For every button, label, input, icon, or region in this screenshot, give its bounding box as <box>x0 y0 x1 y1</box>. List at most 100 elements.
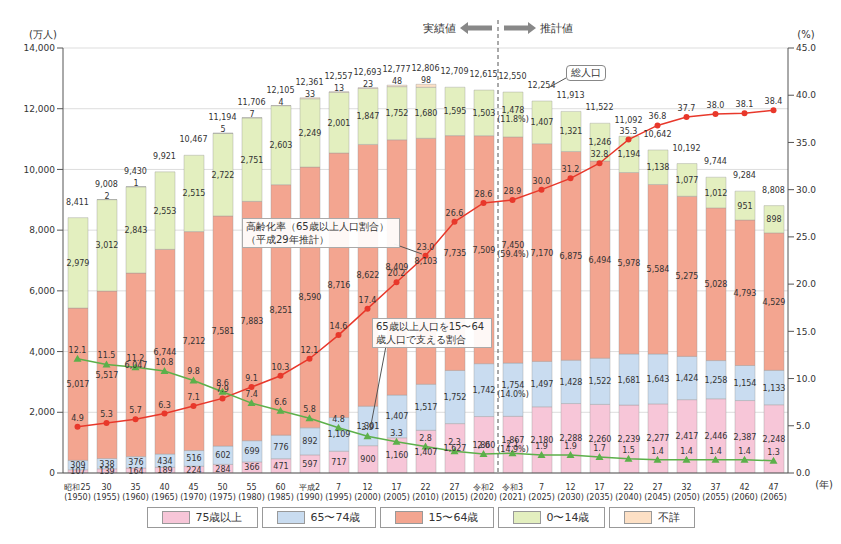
svg-text:11,706: 11,706 <box>238 98 266 107</box>
svg-text:2: 2 <box>104 191 109 200</box>
svg-text:1,109: 1,109 <box>328 430 351 439</box>
svg-text:7,450(59.4%): 7,450(59.4%) <box>497 241 529 259</box>
svg-text:1,497: 1,497 <box>531 380 554 389</box>
svg-text:2,248: 2,248 <box>763 434 786 443</box>
svg-text:5,028: 5,028 <box>705 280 728 289</box>
svg-text:6,494: 6,494 <box>589 255 612 264</box>
svg-text:1,246: 1,246 <box>589 138 612 147</box>
svg-text:1,077: 1,077 <box>676 175 699 184</box>
svg-text:12,254: 12,254 <box>528 81 556 90</box>
svg-text:1.4: 1.4 <box>709 447 722 456</box>
svg-text:471: 471 <box>273 461 288 470</box>
svg-text:2,979: 2,979 <box>67 258 90 267</box>
svg-text:8,251: 8,251 <box>270 305 293 314</box>
svg-text:1,595: 1,595 <box>444 107 467 116</box>
svg-text:45(1970): 45(1970) <box>180 483 207 502</box>
svg-text:12,000: 12,000 <box>24 104 56 114</box>
svg-text:1,752: 1,752 <box>386 109 409 118</box>
svg-text:27(2045): 27(2045) <box>644 483 671 502</box>
svg-text:7,170: 7,170 <box>531 248 554 257</box>
svg-text:516: 516 <box>186 454 201 463</box>
svg-text:1,680: 1,680 <box>415 108 438 117</box>
svg-text:8,716: 8,716 <box>328 281 351 290</box>
svg-text:(年): (年) <box>815 479 833 490</box>
svg-text:6,744: 6,744 <box>154 347 177 356</box>
svg-text:3,012: 3,012 <box>96 241 119 250</box>
svg-text:7: 7 <box>249 109 254 118</box>
svg-text:55(1980): 55(1980) <box>238 483 265 502</box>
svg-text:42(2060): 42(2060) <box>731 483 758 502</box>
svg-text:22(2010): 22(2010) <box>412 483 439 502</box>
svg-text:5,584: 5,584 <box>647 265 670 274</box>
svg-text:15.0: 15.0 <box>796 327 816 337</box>
svg-text:1,503: 1,503 <box>473 108 496 117</box>
svg-text:13: 13 <box>334 83 344 92</box>
svg-text:12,777: 12,777 <box>383 65 411 74</box>
svg-text:602: 602 <box>215 451 230 460</box>
svg-text:10.3: 10.3 <box>272 363 290 372</box>
svg-text:1,847: 1,847 <box>357 112 380 121</box>
svg-text:10,642: 10,642 <box>644 130 672 139</box>
svg-text:0: 0 <box>49 468 55 478</box>
svg-text:10,467: 10,467 <box>180 135 208 144</box>
svg-text:224: 224 <box>186 465 201 474</box>
svg-text:1,321: 1,321 <box>560 127 583 136</box>
svg-text:309: 309 <box>70 461 85 470</box>
svg-text:4.8: 4.8 <box>332 415 345 424</box>
svg-text:2,239: 2,239 <box>618 435 641 444</box>
svg-text:令和2(2020): 令和2(2020) <box>470 483 497 502</box>
svg-text:7(2025): 7(2025) <box>528 483 555 502</box>
svg-text:33: 33 <box>305 89 315 98</box>
svg-text:7.1: 7.1 <box>187 393 200 402</box>
svg-text:35.3: 35.3 <box>620 127 638 136</box>
svg-text:2.1: 2.1 <box>506 440 519 449</box>
svg-text:40(1965): 40(1965) <box>151 483 178 502</box>
svg-text:8,622: 8,622 <box>357 271 380 280</box>
svg-text:376: 376 <box>128 458 143 467</box>
svg-text:14,000: 14,000 <box>24 43 56 53</box>
svg-text:699: 699 <box>244 447 259 456</box>
svg-text:1,681: 1,681 <box>618 375 641 384</box>
svg-text:12.1: 12.1 <box>301 346 319 355</box>
svg-text:60(1985): 60(1985) <box>267 483 294 502</box>
svg-text:11.2: 11.2 <box>127 354 145 363</box>
svg-text:1.9: 1.9 <box>564 442 577 451</box>
svg-text:1,133: 1,133 <box>763 383 786 392</box>
svg-text:10,000: 10,000 <box>24 165 56 175</box>
svg-text:2,277: 2,277 <box>647 434 670 443</box>
svg-text:7,735: 7,735 <box>444 249 467 258</box>
svg-text:7,212: 7,212 <box>183 337 206 346</box>
svg-text:1.4: 1.4 <box>738 447 751 456</box>
svg-text:7,883: 7,883 <box>241 317 264 326</box>
svg-text:12,550: 12,550 <box>499 72 527 81</box>
svg-text:6.6: 6.6 <box>274 398 287 407</box>
svg-text:3.9: 3.9 <box>361 423 374 432</box>
svg-text:平成2(1990): 平成2(1990) <box>296 483 323 502</box>
svg-text:8.6: 8.6 <box>216 379 229 388</box>
svg-text:23: 23 <box>363 79 373 88</box>
svg-text:1,428: 1,428 <box>560 377 583 386</box>
svg-text:1,742: 1,742 <box>473 386 496 395</box>
svg-text:898: 898 <box>766 215 781 224</box>
svg-text:892: 892 <box>302 437 317 446</box>
svg-text:4: 4 <box>278 97 283 106</box>
svg-text:1,138: 1,138 <box>647 163 670 172</box>
svg-text:昭和25(1950): 昭和25(1950) <box>64 483 91 502</box>
svg-text:10,192: 10,192 <box>673 144 701 153</box>
svg-text:17(2035): 17(2035) <box>586 483 613 502</box>
svg-text:1,154: 1,154 <box>734 379 757 388</box>
svg-text:1,478(11.8%): 1,478(11.8%) <box>497 105 529 123</box>
svg-text:7,581: 7,581 <box>212 327 235 336</box>
svg-text:1,752: 1,752 <box>444 393 467 402</box>
svg-text:5,978: 5,978 <box>618 259 641 268</box>
svg-text:9,744: 9,744 <box>704 157 727 166</box>
svg-text:1,407: 1,407 <box>415 447 438 456</box>
svg-text:11.5: 11.5 <box>98 351 116 360</box>
svg-text:7(1995): 7(1995) <box>325 483 352 502</box>
svg-text:1,867(14.9%): 1,867(14.9%) <box>497 436 529 454</box>
svg-text:2.0: 2.0 <box>477 441 490 450</box>
svg-text:1,424: 1,424 <box>676 374 699 383</box>
svg-text:2,603: 2,603 <box>270 141 293 150</box>
svg-text:1,194: 1,194 <box>618 150 641 159</box>
svg-text:1,407: 1,407 <box>386 412 409 421</box>
